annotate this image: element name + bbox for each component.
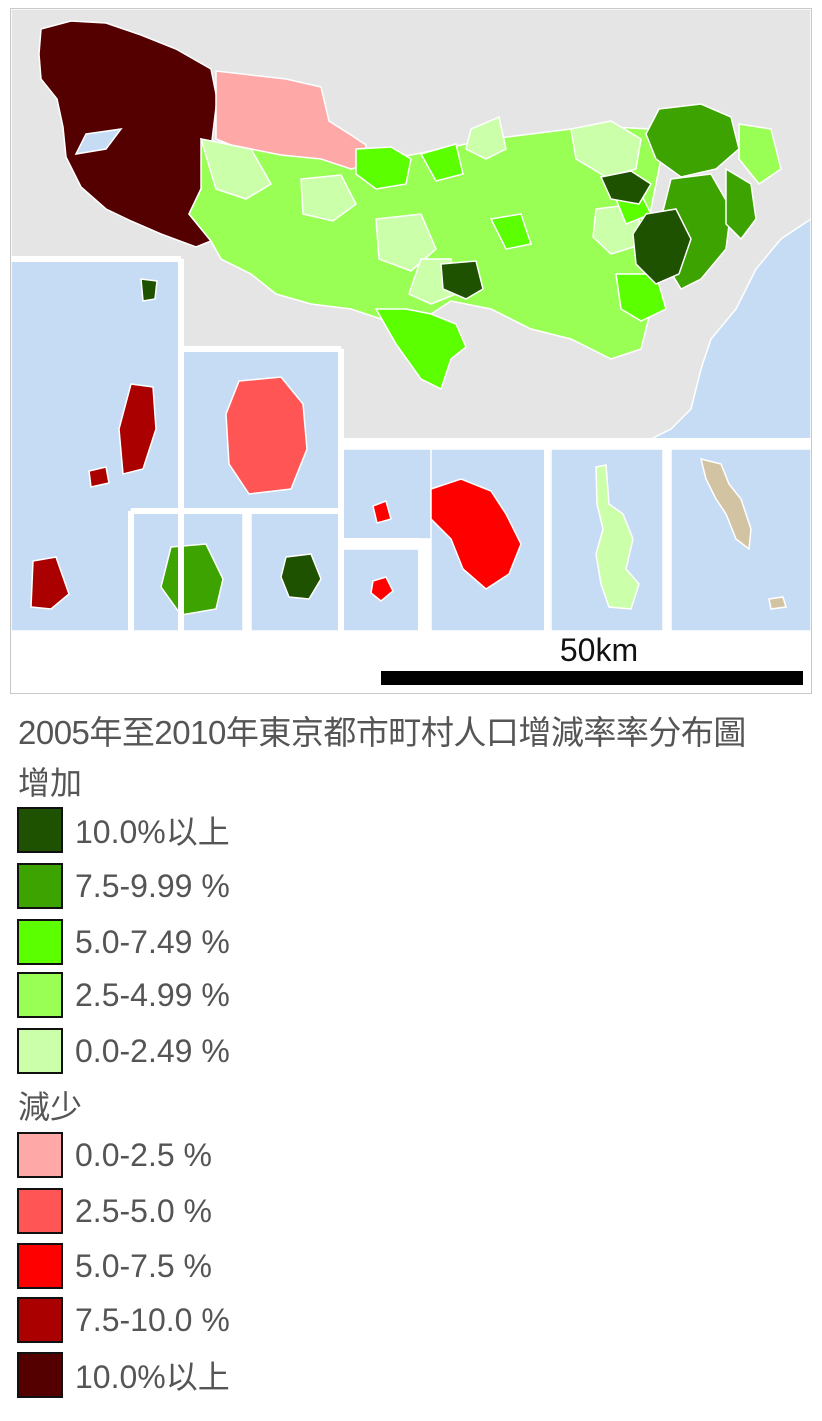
island-shikinejima (88, 466, 110, 488)
legend-label: 2.5-5.0 % (75, 1192, 212, 1229)
legend-item-increase-1: 10.0%以上 (17, 806, 230, 854)
tokyo-population-change-map: 50km (11, 9, 811, 693)
region-katsushika (738, 123, 782, 186)
legend-label: 5.0-7.49 % (75, 923, 230, 960)
region-adachi (645, 103, 740, 178)
legend-swatch (17, 1243, 63, 1289)
island-mikurajima (370, 576, 394, 602)
region-chuo-minato (632, 208, 692, 285)
legend-item-decrease-5: 10.0%以上 (17, 1351, 230, 1399)
tokyo-bay (650, 218, 811, 440)
decrease-heading: 減少 (18, 1089, 83, 1125)
legend-swatch (17, 863, 63, 909)
region-nerima (570, 120, 642, 178)
region-edogawa (725, 167, 757, 241)
legend-item-decrease-2: 2.5-5.0 % (17, 1187, 212, 1235)
legend-swatch (17, 1297, 63, 1343)
region-inagi (440, 260, 484, 300)
region-chofu (489, 213, 532, 250)
legend-label: 10.0%以上 (75, 814, 230, 850)
region-west-suburb (199, 138, 273, 200)
legend-swatch (17, 807, 63, 853)
increase-heading: 增加 (18, 765, 83, 801)
legend-swatch (17, 1188, 63, 1234)
island-ogasawara-small (768, 596, 787, 610)
map-title: 2005年至2010年東京都市町村人口增減率率分布圖 (18, 714, 746, 751)
legend-item-decrease-1: 0.0-2.5 % (17, 1131, 212, 1179)
region-akishima (300, 174, 357, 222)
legend-item-decrease-3: 5.0-7.5 % (17, 1242, 212, 1290)
island-ogasawara-hahajima (699, 457, 752, 551)
island-toshima (140, 278, 158, 302)
map-frame: 50km (10, 8, 812, 694)
legend-item-increase-2: 7.5-9.99 % (17, 862, 230, 910)
legend-swatch (17, 1132, 63, 1178)
legend-swatch (17, 1352, 63, 1398)
island-oshima (225, 376, 308, 495)
island-miyakejima (30, 556, 70, 610)
legend-item-increase-5: 0.0-2.49 % (17, 1027, 230, 1075)
legend-label: 10.0%以上 (75, 1359, 230, 1395)
legend-item-increase-3: 5.0-7.49 % (17, 918, 230, 966)
island-kozushima-niijima (118, 383, 157, 475)
legend-item-increase-4: 2.5-4.99 % (17, 971, 230, 1019)
legend-item-decrease-4: 7.5-10.0 % (17, 1296, 230, 1344)
legend-label: 2.5-4.99 % (75, 976, 230, 1013)
region-machida (374, 308, 467, 391)
island-hachijojima (160, 543, 224, 616)
island-mikurajima-small (372, 500, 392, 524)
island-miyakejima-red (430, 478, 522, 590)
legend-label: 5.0-7.5 % (75, 1247, 212, 1284)
region-kiyose (465, 115, 507, 160)
island-ogasawara-chichijima (595, 464, 640, 610)
legend-swatch (17, 972, 63, 1018)
region-toshima (599, 170, 653, 205)
scale-bar-label: 50km (560, 632, 638, 668)
legend-swatch (17, 919, 63, 965)
region-higashimurayama (419, 143, 464, 182)
legend-label: 0.0-2.5 % (75, 1136, 212, 1173)
legend-label: 7.5-9.99 % (75, 867, 230, 904)
scale-bar (381, 671, 803, 685)
legend-label: 0.0-2.49 % (75, 1032, 230, 1069)
lake-okutama (74, 128, 123, 155)
region-musashimurayama (355, 146, 412, 190)
island-aogashima (280, 553, 322, 600)
region-okutama (38, 20, 218, 248)
legend-label: 7.5-10.0 % (75, 1301, 230, 1338)
legend-swatch (17, 1028, 63, 1074)
